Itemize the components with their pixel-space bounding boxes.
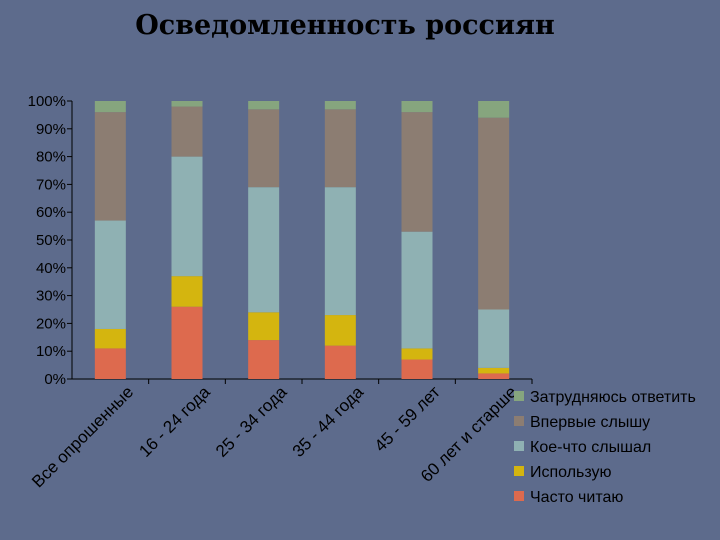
- bar-segment: [248, 340, 280, 379]
- bar-segment: [94, 348, 126, 379]
- bar-segment: [324, 345, 356, 379]
- bar-segment: [94, 220, 126, 329]
- legend-label: Кое-что слышал: [530, 439, 651, 456]
- bar-segment: [324, 187, 356, 316]
- legend-swatch: [514, 391, 524, 401]
- y-tick-label: 0%: [44, 371, 66, 388]
- y-tick-label: 10%: [36, 343, 66, 360]
- bar-segment: [248, 109, 280, 188]
- bar-segment: [248, 187, 280, 313]
- y-tick-label: 30%: [36, 288, 66, 305]
- chart-title: Осведомленность россиян: [135, 10, 555, 41]
- y-tick-label: 50%: [36, 232, 66, 249]
- bar-segment: [171, 306, 203, 379]
- bar-segment: [248, 101, 280, 110]
- legend-label: Затрудняюсь ответить: [530, 389, 696, 406]
- bar-segment: [324, 101, 356, 110]
- y-tick-labels: 0% 10% 20% 30% 40% 50% 60% 70% 80% 90% 100%: [28, 93, 66, 388]
- bar-segment: [171, 276, 203, 307]
- bar-segment: [478, 101, 510, 118]
- y-tick-label: 90%: [36, 121, 66, 138]
- y-tick-label: 20%: [36, 315, 66, 332]
- y-tick-label: 80%: [36, 149, 66, 166]
- bar-segment: [478, 373, 510, 379]
- y-tick-label: 40%: [36, 260, 66, 277]
- legend: Затрудняюсь ответить Впервые слышу Кое-что…: [514, 389, 696, 506]
- bar-segment: [478, 117, 510, 310]
- x-tick-label: 35 - 44 года: [289, 382, 368, 461]
- bar-segment: [248, 312, 280, 341]
- bar-segment: [94, 328, 126, 349]
- x-tick-label: Все опрошенные: [28, 382, 137, 491]
- legend-swatch: [514, 466, 524, 476]
- bar-segment: [171, 106, 203, 157]
- legend-label: Впервые слышу: [530, 414, 650, 431]
- legend-swatch: [514, 441, 524, 451]
- x-tick-label: 16 - 24 года: [135, 382, 214, 461]
- y-tick-label: 100%: [28, 93, 66, 110]
- bar-segment: [401, 359, 433, 379]
- legend-swatch: [514, 416, 524, 426]
- bar-segment: [324, 315, 356, 346]
- bar-segment: [401, 231, 433, 349]
- legend-swatch: [514, 491, 524, 501]
- bar-segment: [171, 156, 203, 277]
- y-tick-label: 70%: [36, 176, 66, 193]
- bar-segment: [401, 112, 433, 232]
- bar-segment: [94, 112, 126, 221]
- x-tick-label: 25 - 34 года: [212, 382, 291, 461]
- legend-label: Использую: [530, 464, 612, 481]
- axes: [67, 100, 533, 384]
- x-tick-label: 45 - 59 лет: [371, 382, 444, 455]
- legend-label: Часто читаю: [530, 489, 623, 506]
- bar-segment: [478, 309, 510, 368]
- bar-segment: [401, 348, 433, 360]
- bar-segment: [401, 101, 433, 113]
- y-tick-label: 60%: [36, 204, 66, 221]
- bar-segment: [324, 109, 356, 188]
- bar-segment: [94, 101, 126, 113]
- bar-segment: [171, 101, 203, 107]
- bars: [94, 101, 510, 379]
- bar-segment: [478, 367, 510, 374]
